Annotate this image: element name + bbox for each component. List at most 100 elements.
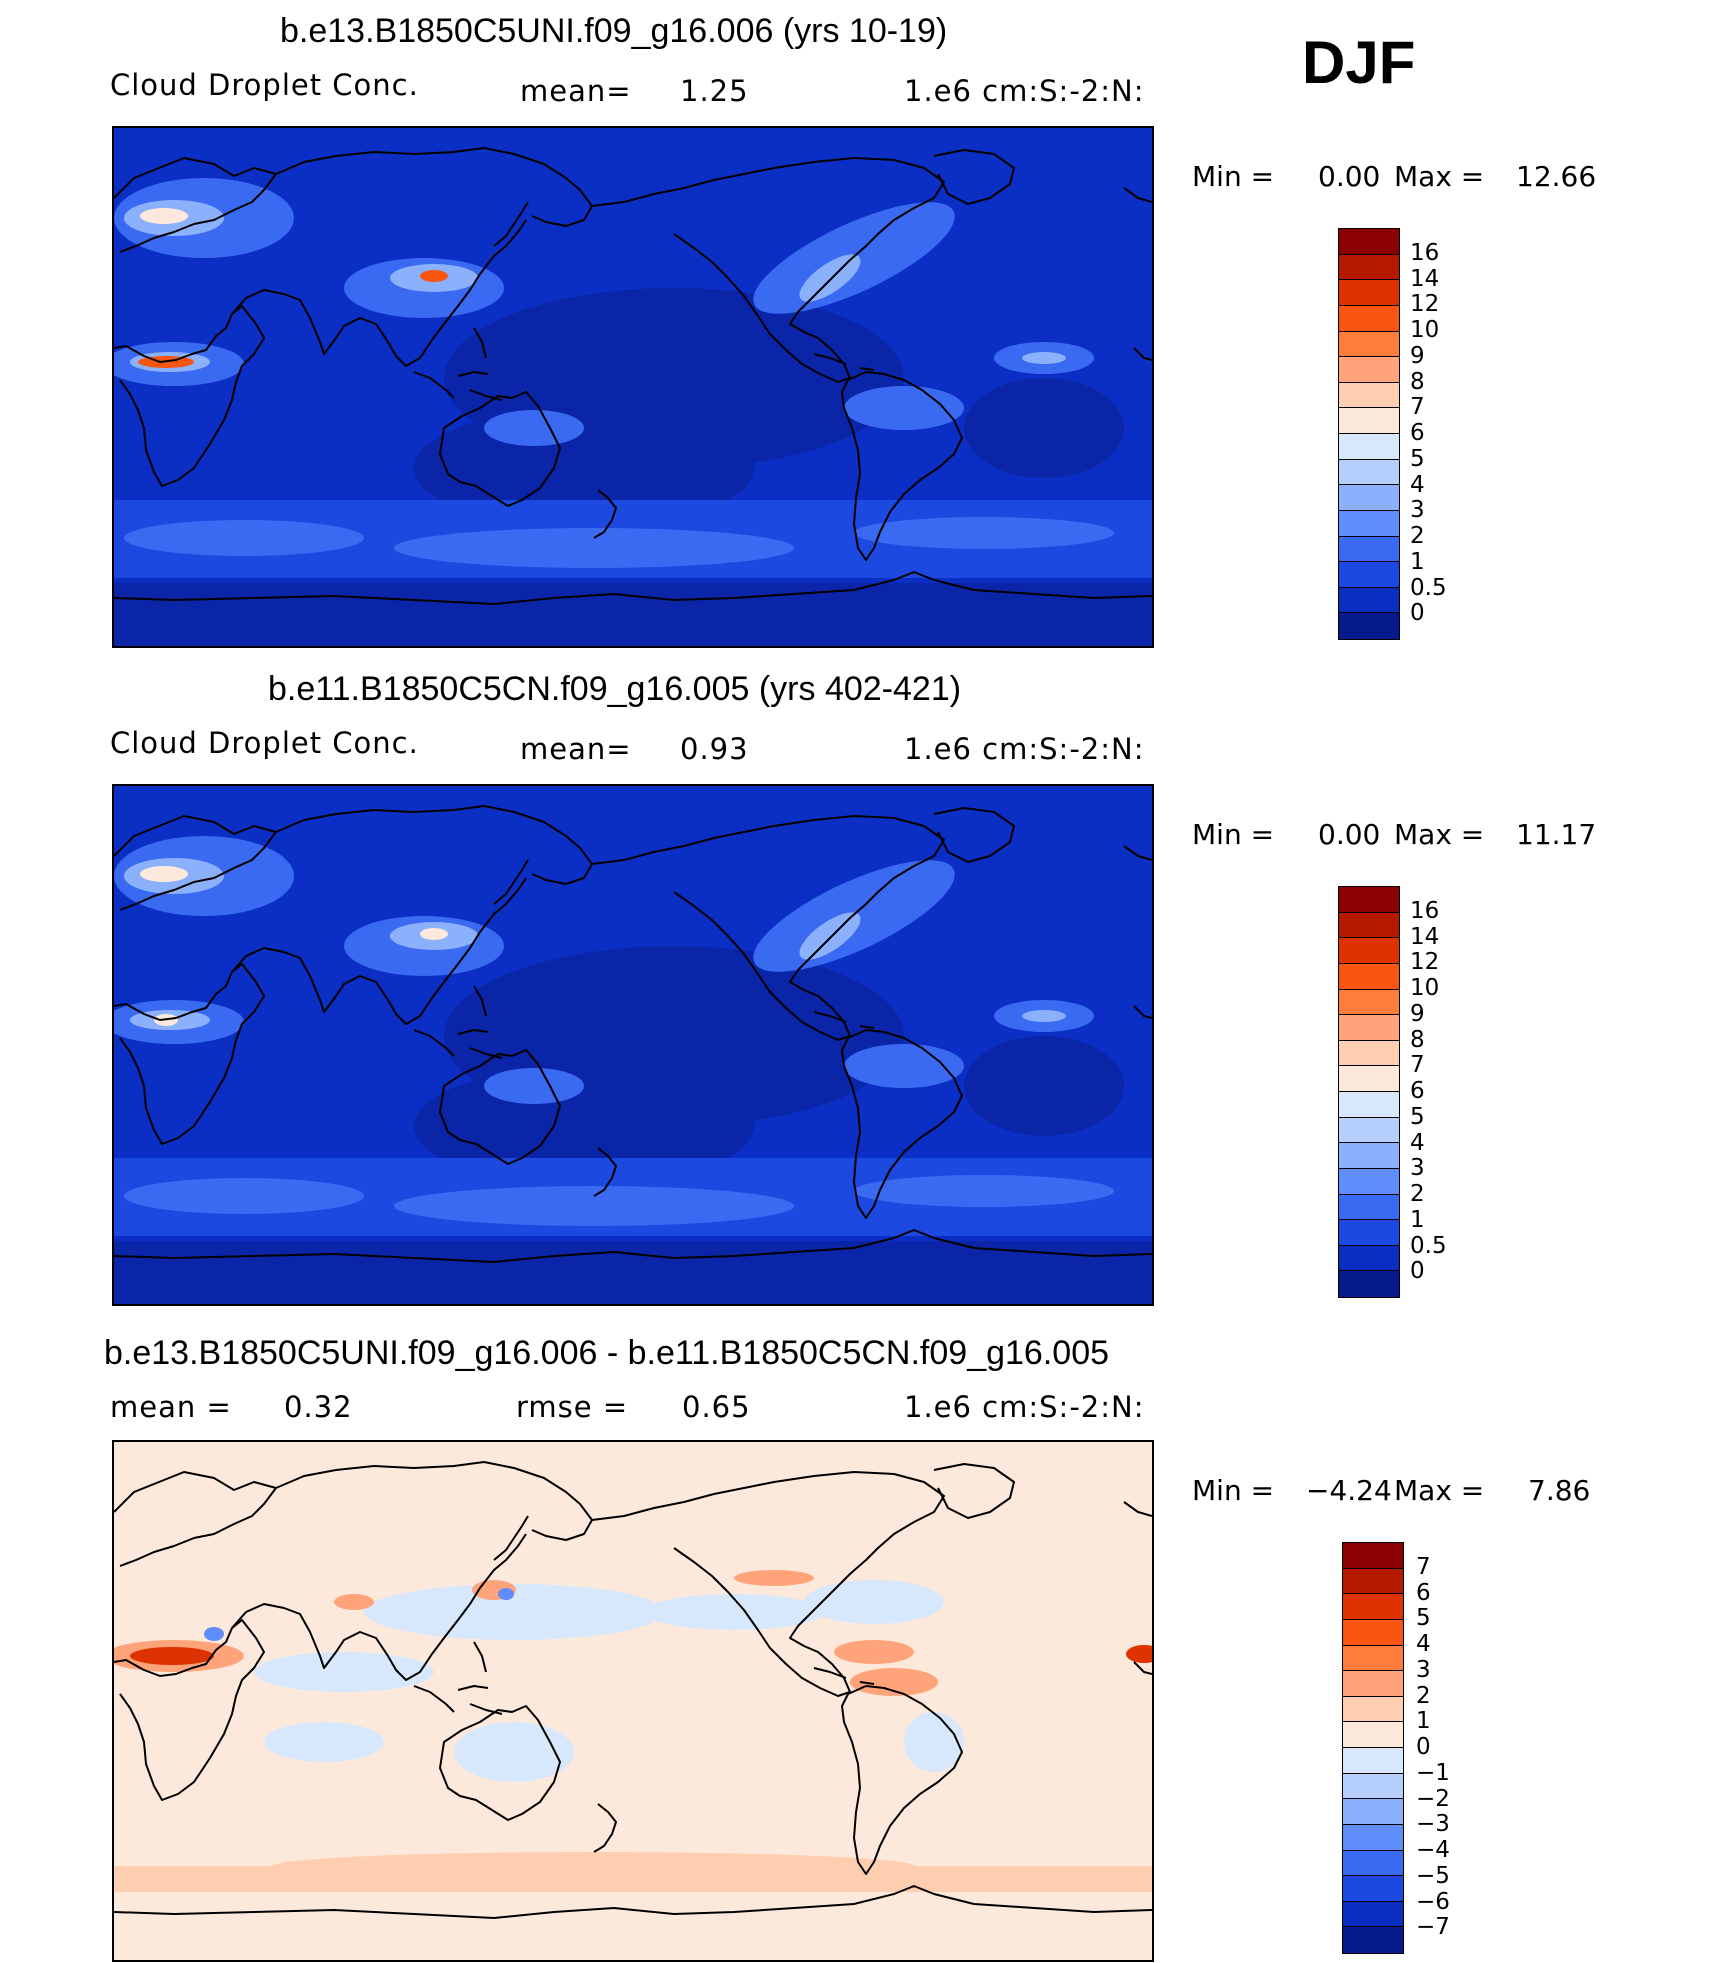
panel-2-title: b.e11.B1850C5CN.f09_g16.005 (yrs 402-421… bbox=[268, 670, 962, 708]
colorbar-swatch bbox=[1343, 1799, 1403, 1825]
panel-2-min-label: Min = bbox=[1192, 818, 1275, 851]
colorbar-swatch bbox=[1339, 963, 1399, 990]
panel-1-colorbar bbox=[1338, 228, 1400, 640]
coastline bbox=[591, 1471, 945, 1697]
southern-ocean-band bbox=[854, 517, 1114, 549]
coastline bbox=[439, 1049, 561, 1165]
australia-high bbox=[484, 1068, 584, 1104]
panel-3-max-value: 7.86 bbox=[1528, 1474, 1591, 1507]
colorbar-label: 1 bbox=[1410, 548, 1425, 575]
colorbar-label: 14 bbox=[1410, 265, 1440, 292]
negative-region bbox=[644, 1594, 824, 1630]
coastline bbox=[841, 371, 963, 561]
colorbar-label: 6 bbox=[1410, 1078, 1425, 1104]
colorbar-label: 10 bbox=[1410, 317, 1440, 343]
panel-2-min-value: 0.00 bbox=[1318, 818, 1381, 851]
coastline bbox=[933, 807, 1015, 863]
coastline bbox=[439, 391, 561, 507]
negative-region bbox=[264, 1722, 384, 1762]
colorbar-label: 2 bbox=[1410, 523, 1425, 549]
panel-1-coastlines bbox=[114, 147, 1152, 605]
colorbar-swatch bbox=[1339, 331, 1399, 358]
australia-high bbox=[484, 410, 584, 446]
colorbar-label: 10 bbox=[1410, 975, 1440, 1001]
positive-band bbox=[274, 1852, 914, 1880]
coastline bbox=[114, 815, 277, 911]
colorbar-swatch bbox=[1343, 1696, 1403, 1723]
sa-high bbox=[844, 1044, 964, 1088]
antarctic-region bbox=[114, 1241, 1152, 1304]
coastline bbox=[1123, 187, 1152, 203]
coastline bbox=[413, 1029, 455, 1057]
coastline bbox=[493, 859, 529, 905]
colorbar-swatch bbox=[1343, 1748, 1403, 1774]
panel-2-field bbox=[114, 786, 1152, 1304]
negative-region bbox=[904, 1712, 964, 1772]
coastline bbox=[591, 815, 945, 1041]
coastline bbox=[1133, 1661, 1152, 1675]
coastline bbox=[1133, 1005, 1152, 1019]
na-high bbox=[799, 254, 861, 302]
colorbar-swatch bbox=[1339, 408, 1399, 434]
na-high bbox=[799, 912, 861, 960]
colorbar-label: 5 bbox=[1410, 445, 1425, 472]
colorbar-swatch bbox=[1339, 536, 1399, 563]
negative-region bbox=[364, 1584, 664, 1640]
colorbar-swatch bbox=[1339, 254, 1399, 281]
coastline bbox=[841, 1685, 963, 1875]
coastline bbox=[114, 963, 265, 1145]
coastline bbox=[841, 1029, 963, 1219]
coastline bbox=[473, 327, 487, 359]
colorbar-swatch bbox=[1339, 459, 1399, 486]
colorbar-label: 0.5 bbox=[1410, 574, 1447, 601]
coastline bbox=[813, 1011, 847, 1023]
panel-3-map-svg bbox=[114, 1442, 1152, 1960]
panel-1-field bbox=[114, 128, 1152, 646]
colorbar-label: 9 bbox=[1410, 342, 1425, 369]
positive-region bbox=[334, 1594, 374, 1610]
colorbar-swatch bbox=[1343, 1645, 1403, 1672]
colorbar-label: 1 bbox=[1410, 1206, 1425, 1233]
colorbar-label: 9 bbox=[1410, 1000, 1425, 1027]
coastline bbox=[457, 1029, 489, 1035]
colorbar-swatch bbox=[1339, 1168, 1399, 1195]
panel-2-coastlines bbox=[114, 805, 1152, 1263]
panel-1-title: b.e13.B1850C5UNI.f09_g16.006 (yrs 10-19) bbox=[280, 12, 948, 50]
panel-2-max-label: Max = bbox=[1394, 818, 1485, 851]
coastline bbox=[813, 1667, 847, 1679]
colorbar-label: 2 bbox=[1410, 1181, 1425, 1207]
colorbar-swatch bbox=[1339, 1143, 1399, 1169]
colorbar-label: 4 bbox=[1410, 1129, 1425, 1156]
colorbar-label: −3 bbox=[1416, 1811, 1450, 1838]
panel-3-coastlines bbox=[114, 1461, 1152, 1919]
coastline bbox=[413, 1685, 455, 1713]
southern-ocean-band bbox=[854, 1175, 1114, 1207]
southern-ocean-band bbox=[124, 520, 364, 556]
colorbar-label: 5 bbox=[1410, 1103, 1425, 1130]
coastline bbox=[114, 1471, 277, 1567]
panel-1-max-label: Max = bbox=[1394, 160, 1485, 193]
asia-peak bbox=[420, 270, 448, 282]
colorbar-swatch bbox=[1339, 562, 1399, 588]
colorbar-swatch bbox=[1339, 1040, 1399, 1067]
coastline bbox=[231, 877, 527, 1025]
europe-peak bbox=[140, 208, 188, 224]
colorbar-swatch bbox=[1343, 1619, 1403, 1646]
panel-2-max-value: 11.17 bbox=[1516, 818, 1597, 851]
colorbar-label: 0 bbox=[1410, 600, 1425, 627]
panel-1-mean-value: 1.25 bbox=[680, 74, 749, 108]
colorbar-swatch bbox=[1339, 887, 1399, 913]
coastline bbox=[469, 1703, 503, 1715]
colorbar-label: −7 bbox=[1416, 1914, 1450, 1941]
panel-2-mean-value: 0.93 bbox=[680, 732, 749, 766]
colorbar-swatch bbox=[1339, 1194, 1399, 1221]
colorbar-swatch bbox=[1339, 229, 1399, 255]
coastline bbox=[275, 147, 593, 227]
coastline bbox=[114, 1885, 1152, 1919]
coastline bbox=[933, 149, 1015, 205]
coastline bbox=[114, 1619, 265, 1801]
colorbar-swatch bbox=[1339, 305, 1399, 332]
colorbar-label: 8 bbox=[1410, 1026, 1425, 1053]
colorbar-swatch bbox=[1339, 280, 1399, 306]
panel-1-map-svg bbox=[114, 128, 1152, 646]
